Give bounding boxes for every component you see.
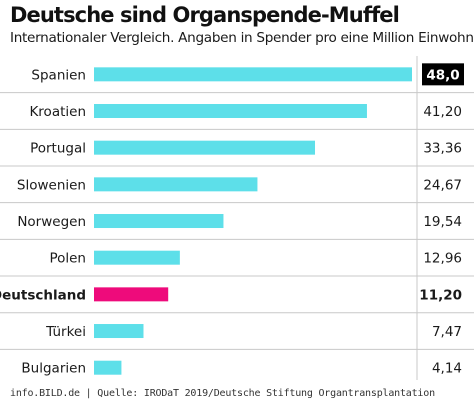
bar-row: Deutschland 11,20 <box>0 287 474 314</box>
value-label: 7,47 <box>432 324 462 340</box>
value-label: 12,96 <box>423 251 462 267</box>
bar <box>94 140 316 155</box>
bar <box>94 104 367 119</box>
category-label: Polen <box>49 251 86 267</box>
bar-row: Norwegen 19,54 <box>0 214 474 240</box>
chart-subtitle: Internationaler Vergleich. Angaben in Sp… <box>10 30 474 46</box>
bar <box>94 214 224 229</box>
value-label: 4,14 <box>432 361 462 377</box>
bar-row: Kroatien 41,20 <box>0 104 474 130</box>
bar-row: Bulgarien 4,14 <box>21 360 462 377</box>
chart-title: Deutsche sind Organspende-Muffel <box>10 3 400 27</box>
bar <box>94 67 412 82</box>
bar <box>94 287 169 302</box>
bar-row: Polen 12,96 <box>0 250 474 277</box>
value-label: 33,36 <box>423 141 462 157</box>
category-label: Kroatien <box>29 104 86 120</box>
value-label: 19,54 <box>423 214 462 230</box>
bar <box>94 360 122 375</box>
value-label: 48,0 <box>426 67 459 83</box>
category-label: Deutschland <box>0 287 86 303</box>
bar-row: Spanien 48,0 <box>0 63 474 94</box>
bar-row: Portugal 33,36 <box>0 140 474 167</box>
bar-row: Türkei 7,47 <box>0 324 474 350</box>
category-label: Portugal <box>30 141 86 157</box>
bar <box>94 250 180 265</box>
value-label: 41,20 <box>423 104 462 120</box>
category-label: Türkei <box>45 324 86 340</box>
source-footer: info.BILD.de | Quelle: IRODaT 2019/Deuts… <box>10 388 435 399</box>
category-label: Spanien <box>31 67 86 83</box>
value-label: 11,20 <box>419 287 462 303</box>
bar-chart: Spanien 48,0 Kroatien 41,20 Portugal 33,36 Slo… <box>0 56 474 380</box>
bar <box>94 324 144 339</box>
bar-row: Slowenien 24,67 <box>0 177 474 204</box>
category-label: Slowenien <box>17 177 86 193</box>
bar <box>94 177 258 192</box>
category-label: Norwegen <box>17 214 86 230</box>
category-label: Bulgarien <box>21 361 86 377</box>
value-label: 24,67 <box>423 177 462 193</box>
value-highlight-box <box>422 63 464 86</box>
